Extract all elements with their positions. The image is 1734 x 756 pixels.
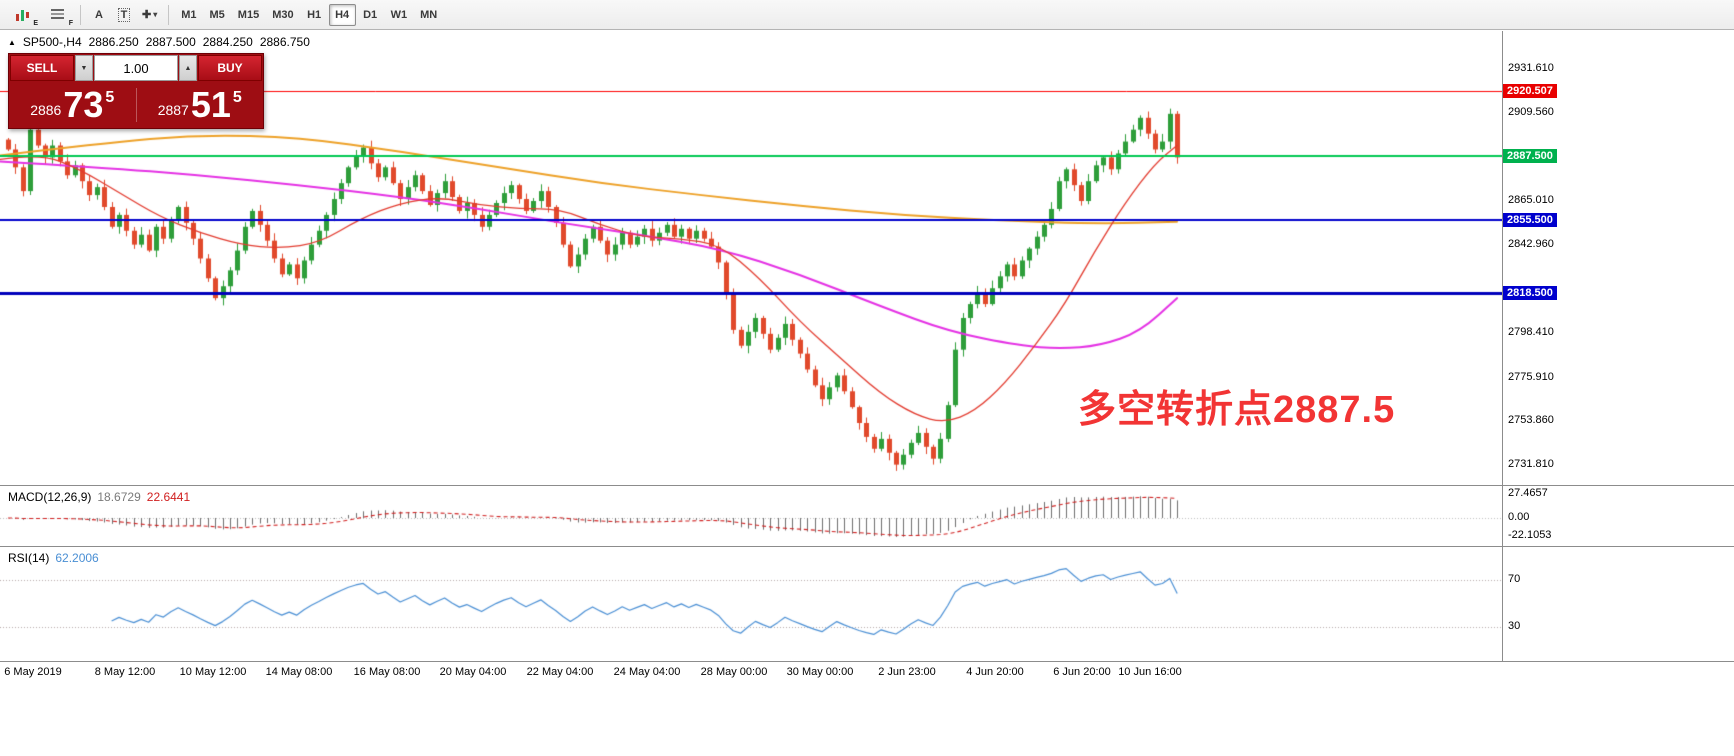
bid-price: 2886 73 5 — [9, 85, 136, 125]
sell-button[interactable]: SELL — [10, 55, 74, 81]
ask-price: 2887 51 5 — [137, 85, 264, 125]
timeframe-M15[interactable]: M15 — [232, 4, 265, 26]
symbol-ohlc-header: ▲ SP500-,H4 2886.250 2887.500 2884.250 2… — [8, 35, 310, 49]
time-tick-label: 22 May 04:00 — [526, 666, 594, 678]
price-axis-border — [1502, 31, 1503, 662]
axis-tick-label: 2798.410 — [1508, 326, 1554, 338]
timeframe-D1[interactable]: D1 — [357, 4, 384, 26]
indicator-chart-icon[interactable]: E — [5, 3, 39, 27]
axis-tick-label: 30 — [1508, 620, 1521, 632]
chevron-down-icon: ▾ — [153, 10, 158, 19]
ohlc-open: 2886.250 — [88, 35, 139, 49]
time-tick-label: 24 May 04:00 — [613, 666, 681, 678]
text-box-tool[interactable]: T — [112, 4, 136, 26]
timeframe-H4[interactable]: H4 — [328, 3, 356, 26]
timeframe-M5[interactable]: M5 — [204, 4, 231, 26]
bid-price-point: 5 — [105, 89, 115, 106]
collapse-arrow-icon[interactable]: ▲ — [8, 37, 16, 47]
timeframe-M30[interactable]: M30 — [266, 4, 299, 26]
axis-tick-label: 0.00 — [1508, 511, 1530, 523]
quote-divider — [135, 88, 137, 122]
time-tick-label: 10 Jun 16:00 — [1118, 666, 1182, 678]
ohlc-close: 2886.750 — [259, 35, 310, 49]
rsi-value: 62.2006 — [55, 551, 99, 565]
time-tick-label: 10 May 12:00 — [179, 666, 247, 678]
timeframe-group: M1 M5 M15 M30 H1 H4 D1 W1 MN — [175, 3, 443, 26]
list-glyph — [50, 9, 64, 19]
rsi-name: RSI(14) — [8, 551, 50, 565]
timeframe-M1[interactable]: M1 — [175, 4, 202, 26]
crosshair-icon: ✚ — [142, 9, 152, 21]
text-label-tool[interactable]: A — [87, 4, 111, 26]
axis-tick-label: 2753.860 — [1508, 414, 1554, 426]
indicator-list-icon[interactable]: F — [40, 3, 74, 27]
time-tick-label: 2 Jun 23:00 — [878, 666, 936, 678]
toolbar-separator — [168, 4, 170, 25]
pane-separator — [0, 661, 1734, 662]
axis-tick-label: 70 — [1508, 573, 1521, 585]
bid-price-pips: 73 — [63, 84, 104, 125]
time-tick-label: 6 May 2019 — [4, 666, 62, 678]
axis-tick-label: 2731.810 — [1508, 458, 1554, 470]
time-axis[interactable]: 6 May 2019 8 May 12:00 10 May 12:00 14 May … — [0, 663, 1502, 685]
axis-tick-label: 2909.560 — [1508, 106, 1554, 118]
symbol-label: SP500-,H4 — [22, 35, 82, 49]
price-level-label: 2920.507 — [1503, 84, 1557, 98]
buy-button[interactable]: BUY — [198, 55, 262, 81]
macd-pane-label: MACD(12,26,9) 18.6729 22.6441 — [8, 490, 190, 504]
macd-main-value: 18.6729 — [97, 490, 141, 504]
axis-tick-label: 2775.910 — [1508, 371, 1554, 383]
volume-decrease-button[interactable]: ▼ — [75, 55, 93, 81]
pane-separator[interactable] — [0, 546, 1734, 547]
time-tick-label: 8 May 12:00 — [94, 666, 156, 678]
ask-price-pips: 51 — [190, 84, 231, 125]
volume-increase-button[interactable]: ▲ — [179, 55, 197, 81]
timeframe-MN[interactable]: MN — [414, 4, 443, 26]
bar-chart-glyph — [15, 10, 29, 21]
macd-name: MACD(12,26,9) — [8, 490, 92, 504]
time-tick-label: 28 May 00:00 — [700, 666, 768, 678]
time-tick-label: 20 May 04:00 — [439, 666, 507, 678]
price-level-label: 2818.500 — [1503, 286, 1557, 300]
timeframe-H1[interactable]: H1 — [301, 4, 328, 26]
pane-separator[interactable] — [0, 485, 1734, 486]
rsi-pane-label: RSI(14) 62.2006 — [8, 551, 99, 565]
text-box-glyph: T — [117, 7, 131, 22]
time-tick-label: 6 Jun 20:00 — [1053, 666, 1111, 678]
axis-tick-label: 2865.010 — [1508, 194, 1554, 206]
axis-tick-label: 2931.610 — [1508, 62, 1554, 74]
timeframe-W1[interactable]: W1 — [385, 4, 414, 26]
one-click-trade-panel: SELL ▼ ▲ BUY 2886 73 5 2887 51 5 — [8, 53, 264, 129]
volume-input[interactable] — [94, 55, 178, 81]
chart-annotation-text: 多空转折点2887.5 — [1078, 389, 1396, 431]
bid-ask-display: 2886 73 5 2887 51 5 — [9, 82, 263, 128]
ask-price-point: 5 — [232, 89, 242, 106]
rsi-indicator-canvas[interactable] — [0, 547, 1502, 661]
axis-tick-label: 2842.960 — [1508, 238, 1554, 250]
time-tick-label: 30 May 00:00 — [786, 666, 854, 678]
price-level-label: 2887.500 — [1503, 149, 1557, 163]
drawing-tools-button[interactable]: ✚ ▾ — [137, 4, 162, 26]
trade-panel-controls: SELL ▼ ▲ BUY — [9, 54, 263, 82]
price-axis[interactable]: 2931.610 2920.507 2909.560 2887.500 2865.010… — [1503, 31, 1733, 662]
ask-price-figure: 2887 — [157, 102, 189, 118]
toolbar-separator — [80, 4, 81, 25]
macd-indicator-canvas[interactable] — [0, 486, 1502, 546]
axis-tick-label: -22.1053 — [1508, 529, 1552, 541]
icon-sub-e: E — [33, 19, 38, 27]
toolbar: E F A T ✚ ▾ M1 M5 M15 M30 H1 H4 D1 W1 MN — [0, 0, 1734, 30]
time-tick-label: 16 May 08:00 — [353, 666, 421, 678]
time-tick-label: 14 May 08:00 — [265, 666, 333, 678]
price-level-label: 2855.500 — [1503, 213, 1557, 227]
axis-tick-label: 27.4657 — [1508, 487, 1548, 499]
bid-price-figure: 2886 — [30, 102, 62, 118]
ohlc-low: 2884.250 — [202, 35, 253, 49]
macd-signal-value: 22.6441 — [146, 490, 191, 504]
ohlc-high: 2887.500 — [145, 35, 196, 49]
time-tick-label: 4 Jun 20:00 — [966, 666, 1024, 678]
icon-sub-f: F — [68, 19, 73, 27]
